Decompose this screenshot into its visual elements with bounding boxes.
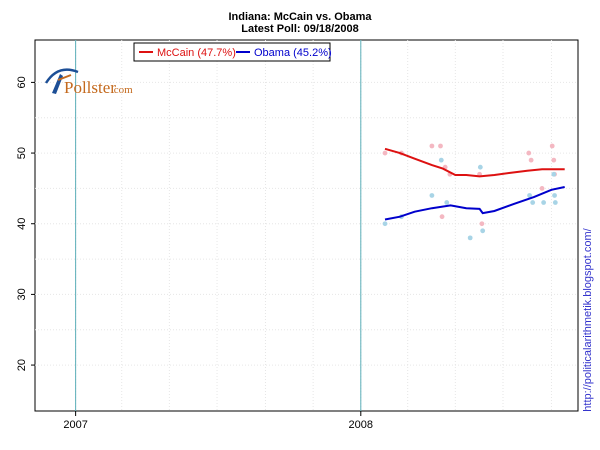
poll-point xyxy=(382,150,388,156)
poll-point xyxy=(444,200,450,205)
poll-point xyxy=(551,171,557,177)
poll-point xyxy=(552,200,558,205)
trend-line-obama xyxy=(384,186,565,221)
poll-point xyxy=(467,235,473,241)
plot-frame xyxy=(34,39,579,412)
poll-point xyxy=(438,157,444,163)
poll-point xyxy=(551,157,557,163)
poll-point xyxy=(552,193,557,198)
y-tick-label: 40 xyxy=(16,218,28,230)
chart-title: Indiana: McCain vs. Obama xyxy=(228,11,372,23)
pollster-swoosh-icon xyxy=(44,68,79,94)
poll-point xyxy=(429,143,435,149)
y-tick-label: 50 xyxy=(16,147,28,159)
pollster-logo-domain: .com xyxy=(111,84,133,96)
grid xyxy=(35,40,578,411)
poll-point xyxy=(429,193,435,198)
y-tick-label: 20 xyxy=(16,359,28,371)
x-tick-label: 2007 xyxy=(63,419,87,431)
y-tick-label: 60 xyxy=(16,76,28,88)
poll-point xyxy=(527,193,532,198)
legend: McCain (47.7%) Obama (45.2%) xyxy=(133,42,332,62)
poll-point xyxy=(382,221,388,227)
pollster-logo: Pollster .com xyxy=(44,68,133,97)
side-url-credit: http://politicalarithmetik.blogspot.com/ xyxy=(582,227,594,411)
poll-point xyxy=(480,228,486,234)
poll-point xyxy=(541,200,547,205)
vertical-year-markers xyxy=(75,40,362,411)
poll-point xyxy=(438,143,443,149)
legend-label-mccain: McCain (47.7%) xyxy=(157,47,236,59)
poll-point xyxy=(526,150,532,156)
legend-box xyxy=(133,42,331,62)
pollster-logo-text: Pollster xyxy=(64,78,116,97)
axes: 20 30 40 50 60 2007 2008 xyxy=(16,76,373,431)
poll-point xyxy=(439,214,445,220)
y-tick-label: 30 xyxy=(16,288,28,300)
chart-subtitle: Latest Poll: 09/18/2008 xyxy=(241,23,358,35)
poll-point xyxy=(549,143,555,149)
trend-line-mccain xyxy=(384,147,565,178)
poll-point xyxy=(539,186,545,191)
legend-label-obama: Obama (45.2%) xyxy=(254,47,332,59)
poll-point xyxy=(530,200,536,205)
x-tick-label: 2008 xyxy=(349,419,373,431)
poll-point xyxy=(528,157,534,163)
poll-point xyxy=(477,164,483,170)
trend-lines xyxy=(384,147,565,221)
poll-point xyxy=(479,221,485,227)
